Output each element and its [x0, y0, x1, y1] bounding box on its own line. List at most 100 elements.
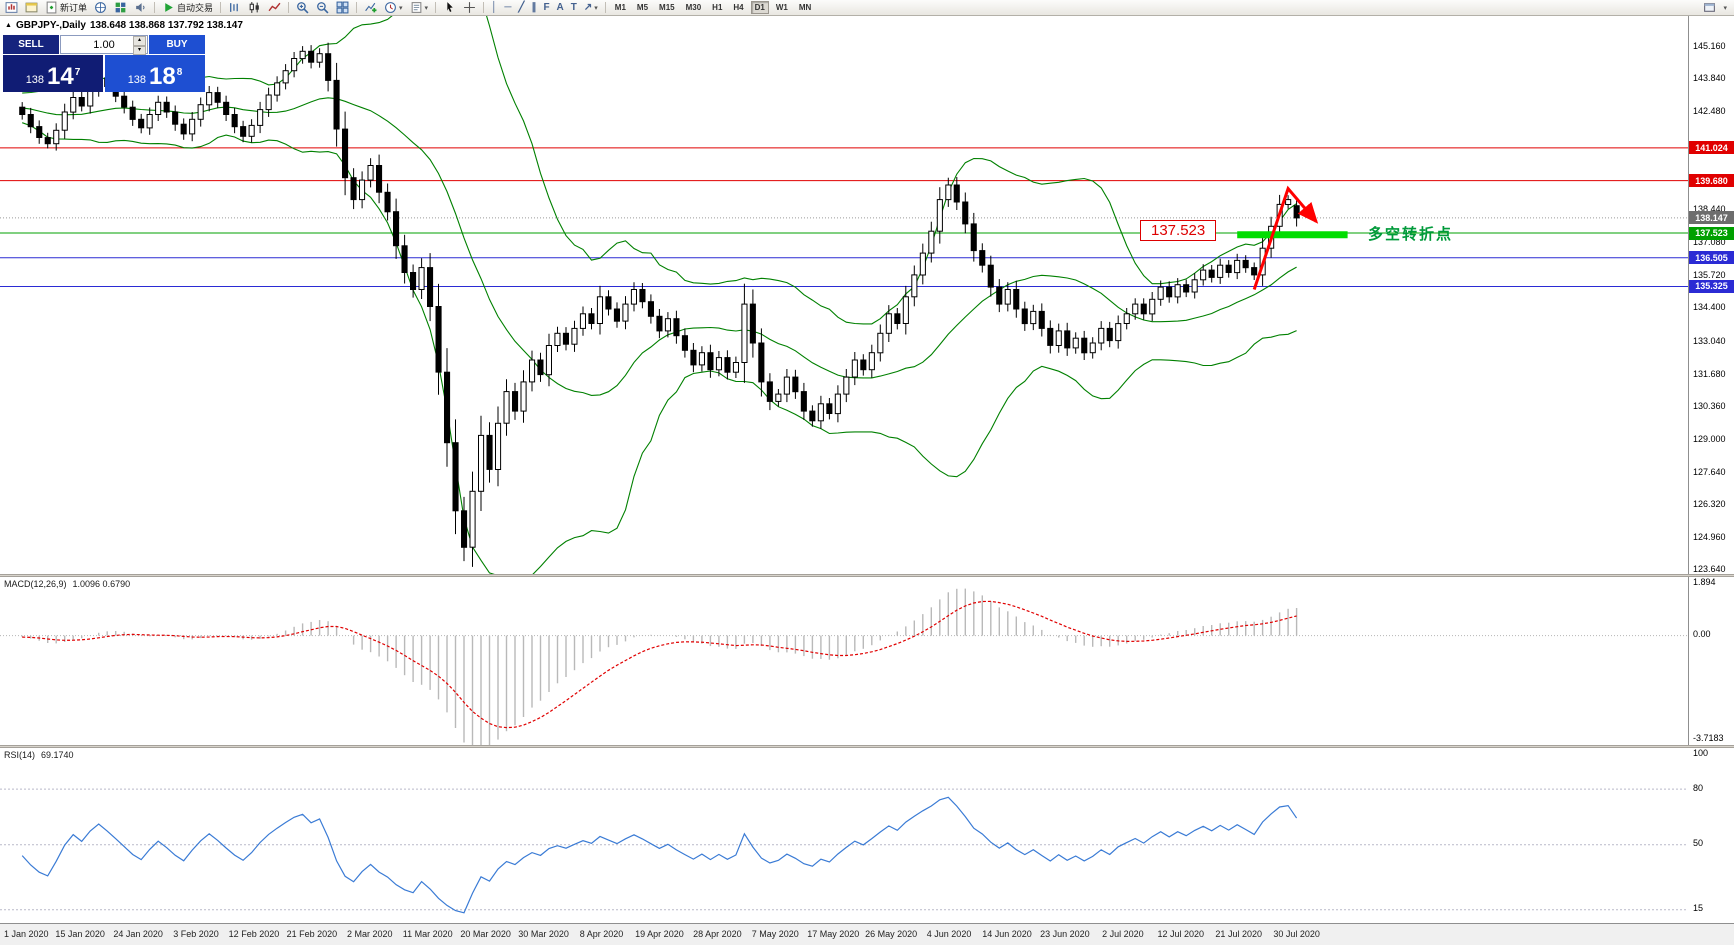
timeframe-m15[interactable]: M15 — [659, 3, 675, 12]
line-chart-button[interactable] — [266, 1, 283, 15]
timeframe-h4[interactable]: H4 — [733, 3, 744, 12]
scale-label: 133.040 — [1693, 335, 1726, 346]
horizontal-level-lines[interactable] — [0, 147, 1688, 287]
fibonacci-tool[interactable]: F — [541, 1, 551, 15]
sell-button[interactable]: SELL — [3, 35, 59, 54]
templates-button[interactable]: ▾ — [408, 1, 431, 15]
alerts-button[interactable] — [132, 1, 149, 15]
chevron-down-icon: ▾ — [1723, 4, 1727, 12]
indicators-button[interactable] — [362, 1, 379, 15]
timeframe-m1[interactable]: M1 — [614, 3, 626, 12]
time-axis-label: 2 Mar 2020 — [347, 929, 393, 939]
toolbar-right-group: ▾ — [1701, 1, 1731, 15]
zoom-in-button[interactable] — [294, 1, 311, 15]
timeframe-m30[interactable]: M30 — [685, 3, 702, 12]
timeframe-w1[interactable]: W1 — [775, 3, 788, 12]
sell-price-pips: 14 — [47, 63, 74, 90]
volume-down-icon[interactable]: ▾ — [133, 45, 146, 55]
community-button[interactable] — [92, 1, 109, 15]
scale-label: 145.160 — [1693, 40, 1726, 51]
scale-label: 80 — [1693, 782, 1704, 793]
timeframe-mn[interactable]: MN — [798, 3, 812, 12]
arrows-tool[interactable]: ↗ ▾ — [582, 1, 600, 15]
profiles-icon — [25, 2, 38, 13]
volume-value: 1.00 — [93, 38, 115, 51]
timeframe-m5[interactable]: M5 — [636, 3, 649, 12]
horizontal-line-icon: ─ — [504, 1, 512, 13]
buy-price-button[interactable]: 138 18 8 — [105, 55, 205, 92]
scale-label: 126.320 — [1693, 498, 1726, 509]
profiles-button[interactable] — [23, 1, 40, 15]
main-chart-pane[interactable]: ▲ GBPJPY-,Daily 138.648 138.868 137.792 … — [0, 16, 1734, 574]
chevron-down-icon: ▾ — [399, 4, 403, 12]
macd-indicator-label: MACD(12,26,9) — [4, 579, 67, 589]
globe-icon — [95, 2, 106, 13]
pane-splitter[interactable] — [0, 574, 1734, 577]
one-click-trading-panel: SELL 1.00 ▴ ▾ BUY 138 14 7 138 18 8 — [3, 35, 205, 92]
crosshair-tool-button[interactable] — [461, 1, 478, 15]
scale-label: 134.400 — [1693, 302, 1726, 313]
time-axis-label: 4 Jun 2020 — [926, 929, 972, 939]
docking-button[interactable] — [1701, 1, 1718, 15]
rsi-chart[interactable] — [0, 748, 1688, 923]
toolbar-separator — [154, 2, 156, 13]
bar-chart-icon — [230, 3, 238, 12]
candlesticks — [19, 42, 1300, 567]
new-chart-button[interactable] — [3, 1, 20, 15]
scale-label: 1.894 — [1693, 577, 1716, 587]
autotrading-button[interactable]: 自动交易 — [160, 1, 215, 15]
symbol-title: GBPJPY-,Daily — [15, 20, 86, 31]
timeframe-d1[interactable]: D1 — [750, 1, 769, 14]
rsi-line — [21, 796, 1298, 914]
macd-signal-line — [22, 600, 1297, 729]
candlestick-chart-button[interactable] — [246, 1, 263, 15]
new-order-button[interactable]: 新订单 — [43, 1, 89, 15]
horizontal-line-tool[interactable]: ─ — [502, 1, 513, 15]
market-watch-button[interactable] — [112, 1, 129, 15]
one-click-collapse-icon[interactable]: ▲ — [5, 22, 12, 29]
pane-splitter[interactable] — [0, 745, 1734, 748]
buy-button[interactable]: BUY — [149, 35, 205, 54]
window-restore-icon — [1704, 3, 1716, 12]
macd-canvas[interactable] — [0, 577, 1688, 745]
periods-button[interactable]: ▾ — [382, 1, 405, 15]
volume-up-icon[interactable]: ▴ — [133, 36, 146, 46]
volume-field[interactable]: 1.00 ▴ ▾ — [60, 35, 148, 55]
cursor-tool-button[interactable] — [441, 1, 458, 15]
scale-label: -3.7183 — [1693, 732, 1724, 743]
market-watch-icon — [115, 2, 126, 13]
text-tool[interactable]: A — [555, 1, 566, 15]
vertical-line-tool[interactable]: │ — [489, 1, 499, 15]
price-chart[interactable] — [0, 16, 1688, 574]
arrow-tool-icon: ↗ — [583, 1, 593, 13]
scale-label: 137.080 — [1693, 237, 1726, 248]
rsi-canvas[interactable] — [0, 748, 1688, 923]
sell-price-button[interactable]: 138 14 7 — [3, 55, 103, 92]
clock-icon — [385, 2, 396, 13]
scale-label: 0.00 — [1693, 629, 1711, 640]
macd-pane[interactable]: MACD(12,26,9) 1.0096 0.6790 1.894 0.00 -3.… — [0, 577, 1734, 745]
timeframe-h1[interactable]: H1 — [712, 3, 723, 12]
time-axis-label: 12 Feb 2020 — [228, 929, 280, 939]
price-chart-canvas[interactable] — [0, 16, 1688, 574]
price-tag: 139.680 — [1689, 174, 1734, 188]
time-axis-label: 30 Jul 2020 — [1273, 929, 1320, 939]
chart-menu-button[interactable]: ▾ — [1721, 1, 1729, 15]
zoom-out-button[interactable] — [314, 1, 331, 15]
tile-windows-button[interactable] — [334, 1, 351, 15]
scale-label: 124.960 — [1693, 532, 1726, 542]
autotrading-label: 自动交易 — [177, 3, 214, 13]
channel-tool[interactable]: ∥ — [529, 1, 538, 15]
macd-chart[interactable] — [0, 577, 1688, 745]
scale-divider — [1688, 16, 1689, 574]
bar-chart-button[interactable] — [226, 1, 243, 15]
rsi-pane[interactable]: RSI(14) 69.1740 100 80 50 15 — [0, 748, 1734, 923]
time-axis[interactable]: 1 Jan 2020 15 Jan 2020 24 Jan 2020 3 Feb 20… — [0, 923, 1734, 945]
trendline-tool[interactable]: ╱ — [516, 1, 526, 15]
time-axis-label: 1 Jan 2020 — [4, 929, 49, 939]
label-tool-icon: T — [570, 1, 577, 13]
label-tool[interactable]: T — [569, 1, 579, 15]
buy-price-pips: 18 — [149, 63, 176, 90]
trend-arrow-annotation[interactable] — [1252, 185, 1319, 290]
speaker-icon — [136, 3, 145, 12]
